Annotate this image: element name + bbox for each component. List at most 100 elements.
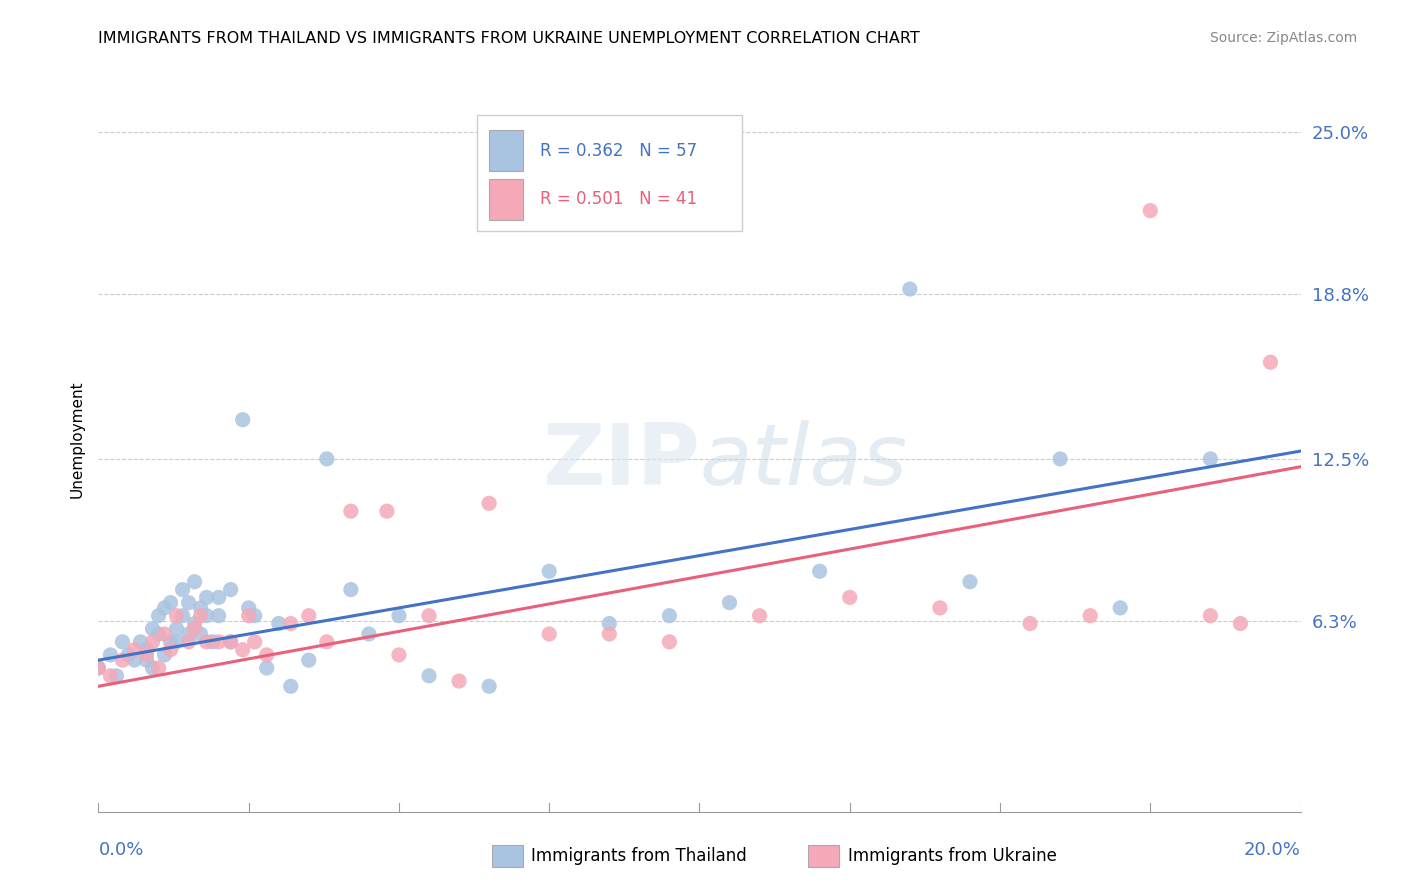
- Point: [478, 679, 501, 693]
- Point: [153, 648, 176, 662]
- Point: [219, 582, 242, 597]
- Point: [148, 608, 170, 623]
- Point: [166, 608, 188, 623]
- Point: [243, 635, 266, 649]
- Point: [141, 622, 163, 636]
- Point: [177, 596, 200, 610]
- Point: [183, 622, 205, 636]
- Point: [1199, 451, 1222, 466]
- Point: [280, 616, 302, 631]
- Point: [183, 574, 205, 589]
- Point: [658, 608, 681, 623]
- FancyBboxPatch shape: [477, 115, 741, 231]
- Point: [148, 627, 170, 641]
- Point: [159, 642, 181, 657]
- Point: [172, 608, 194, 623]
- Point: [111, 653, 134, 667]
- Point: [117, 648, 139, 662]
- Point: [340, 582, 363, 597]
- Point: [929, 600, 952, 615]
- Point: [166, 622, 188, 636]
- Point: [538, 627, 561, 641]
- Point: [1109, 600, 1132, 615]
- Text: R = 0.362   N = 57: R = 0.362 N = 57: [540, 142, 697, 160]
- Point: [315, 635, 337, 649]
- Point: [195, 591, 218, 605]
- Point: [177, 627, 200, 641]
- Point: [748, 608, 770, 623]
- Point: [238, 608, 260, 623]
- Point: [1199, 608, 1222, 623]
- Point: [418, 608, 440, 623]
- Point: [105, 669, 128, 683]
- Point: [256, 661, 278, 675]
- Point: [340, 504, 363, 518]
- Point: [1139, 203, 1161, 218]
- Point: [1049, 451, 1071, 466]
- Point: [838, 591, 860, 605]
- Point: [153, 627, 176, 641]
- Point: [135, 653, 157, 667]
- Point: [195, 608, 218, 623]
- Text: Immigrants from Ukraine: Immigrants from Ukraine: [848, 847, 1057, 865]
- Point: [195, 635, 218, 649]
- Point: [1078, 608, 1101, 623]
- Point: [100, 669, 122, 683]
- Point: [141, 661, 163, 675]
- Point: [190, 600, 212, 615]
- Point: [87, 661, 110, 675]
- Point: [111, 635, 134, 649]
- Point: [124, 653, 146, 667]
- Point: [388, 648, 411, 662]
- Point: [153, 600, 176, 615]
- Text: 0.0%: 0.0%: [98, 840, 143, 858]
- Point: [418, 669, 440, 683]
- Point: [280, 679, 302, 693]
- Point: [172, 582, 194, 597]
- Point: [141, 635, 163, 649]
- Point: [267, 616, 290, 631]
- Text: R = 0.501   N = 41: R = 0.501 N = 41: [540, 191, 697, 209]
- Point: [129, 635, 152, 649]
- Bar: [489, 130, 523, 171]
- Point: [208, 591, 231, 605]
- Point: [135, 642, 157, 657]
- Point: [135, 648, 157, 662]
- Point: [298, 653, 321, 667]
- Point: [315, 451, 337, 466]
- Point: [898, 282, 921, 296]
- Point: [148, 661, 170, 675]
- Text: IMMIGRANTS FROM THAILAND VS IMMIGRANTS FROM UKRAINE UNEMPLOYMENT CORRELATION CHA: IMMIGRANTS FROM THAILAND VS IMMIGRANTS F…: [98, 31, 920, 46]
- Point: [159, 596, 181, 610]
- Text: ZIP: ZIP: [541, 420, 699, 503]
- Point: [201, 635, 224, 649]
- Point: [124, 642, 146, 657]
- Y-axis label: Unemployment: Unemployment: [69, 381, 84, 498]
- Point: [219, 635, 242, 649]
- Point: [208, 635, 231, 649]
- Point: [388, 608, 411, 623]
- Point: [238, 600, 260, 615]
- Point: [256, 648, 278, 662]
- Point: [219, 635, 242, 649]
- Point: [959, 574, 981, 589]
- Text: 20.0%: 20.0%: [1244, 840, 1301, 858]
- Bar: [489, 178, 523, 219]
- Point: [718, 596, 741, 610]
- Point: [190, 627, 212, 641]
- Point: [183, 616, 205, 631]
- Point: [100, 648, 122, 662]
- Point: [177, 635, 200, 649]
- Point: [538, 564, 561, 578]
- Text: Source: ZipAtlas.com: Source: ZipAtlas.com: [1209, 31, 1357, 45]
- Point: [159, 635, 181, 649]
- Text: Immigrants from Thailand: Immigrants from Thailand: [531, 847, 747, 865]
- Point: [298, 608, 321, 623]
- Point: [478, 496, 501, 510]
- Point: [190, 608, 212, 623]
- Point: [447, 674, 470, 689]
- Point: [243, 608, 266, 623]
- Point: [166, 635, 188, 649]
- Point: [598, 616, 620, 631]
- Point: [1229, 616, 1251, 631]
